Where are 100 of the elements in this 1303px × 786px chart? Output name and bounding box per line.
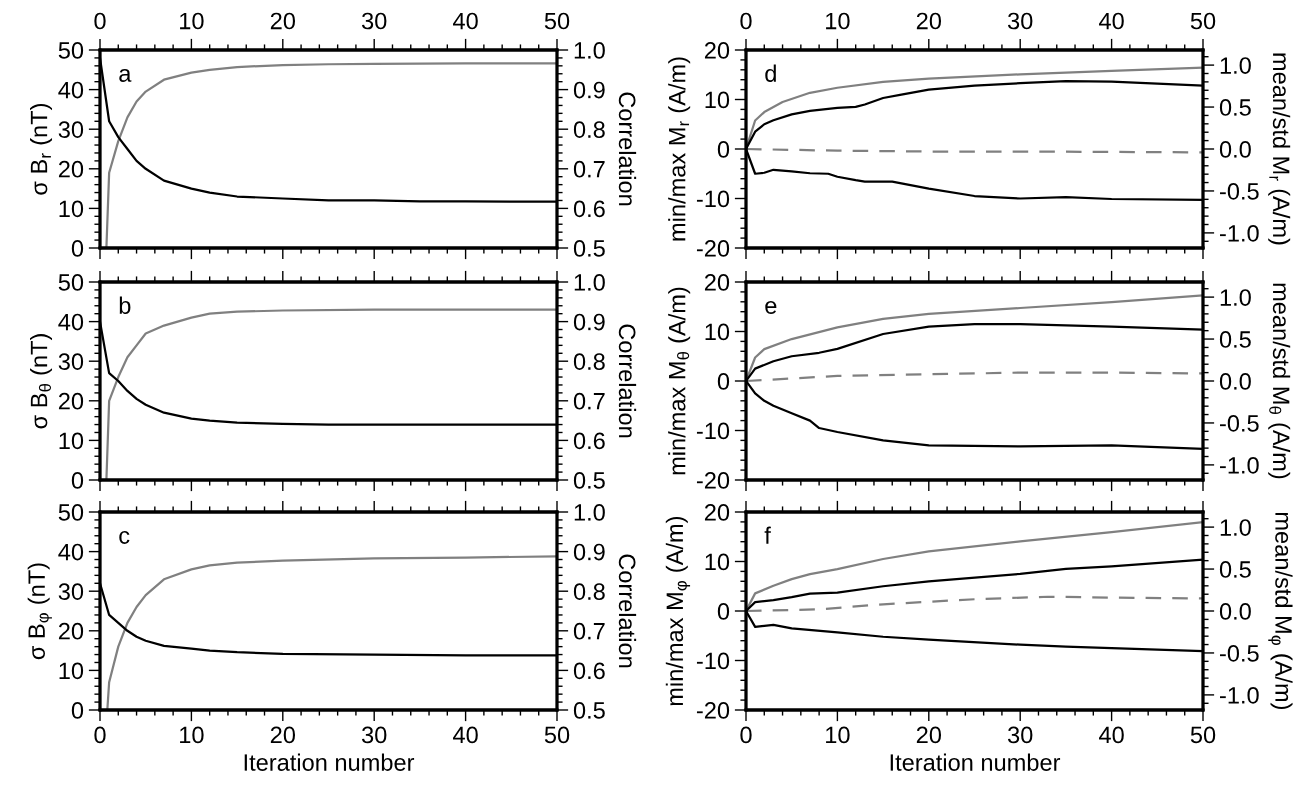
y-tick-label: 20: [704, 274, 730, 291]
x-tick-label: 20: [916, 726, 942, 744]
y2-tick-label: -0.5: [1220, 415, 1259, 432]
y2-tick-label: 1.0: [574, 42, 605, 59]
x-tick-label: 40: [1099, 12, 1124, 30]
y-tick-label: 50: [58, 504, 84, 521]
y-tick-label: 0: [71, 240, 84, 257]
y2-tick-label: 1.0: [1220, 289, 1251, 306]
y2-tick-label: -1.0: [1220, 686, 1259, 704]
y-tick-label: -10: [696, 422, 730, 440]
y2-tick-label: 1.0: [574, 504, 605, 521]
y-tick-label: 0: [717, 141, 730, 158]
y2-axis-title: Correlation: [618, 554, 637, 668]
x-tick-label: 50: [544, 12, 570, 30]
x-tick-label: 0: [740, 12, 752, 30]
y-tick-label: -10: [696, 652, 730, 670]
y2-tick-label: 0.5: [573, 702, 605, 719]
y2-tick-label: 0.0: [1219, 141, 1251, 158]
y2-tick-label: -0.5: [1220, 645, 1259, 662]
y-tick-label: -20: [696, 472, 730, 489]
y-axis-title: σ B$_{r}$ (nT): [30, 104, 53, 195]
y-axis-title: min/max M$_{r}$ (A/m): [668, 57, 691, 241]
y2-tick-label: 0.8: [573, 583, 605, 600]
annotation: b: [119, 296, 131, 314]
y-tick-label: 30: [58, 583, 84, 600]
y-tick-label: 0: [71, 472, 84, 489]
x-tick-label: 10: [826, 12, 850, 30]
y2-tick-label: -1.0: [1220, 224, 1259, 242]
x-tick-label: 30: [361, 726, 387, 744]
y2-axis-title: mean/std M$_{r}$ (A/m): [1268, 53, 1291, 245]
annotation: c: [119, 530, 130, 544]
x-tick-label: 0: [94, 726, 106, 744]
x-axis-title: Iteration number: [890, 753, 1061, 771]
x-tick-label: 40: [453, 12, 478, 30]
y-tick-label: 10: [705, 553, 730, 571]
y2-tick-label: 0.6: [573, 200, 605, 218]
y2-tick-label: 0.5: [1219, 331, 1251, 348]
x-tick-label: 0: [740, 726, 752, 744]
y-tick-label: 20: [58, 622, 84, 640]
y2-tick-label: 0.6: [573, 662, 605, 680]
x-tick-label: 20: [270, 12, 296, 30]
y2-tick-label: 1.0: [574, 274, 605, 291]
y2-tick-label: 0.5: [573, 240, 605, 257]
y2-tick-label: 1.0: [1220, 519, 1251, 536]
y2-tick-label: 1.0: [1220, 57, 1251, 74]
y-tick-label: 0: [717, 603, 730, 620]
y2-tick-label: 0.0: [1219, 603, 1251, 620]
annotation: d: [765, 64, 776, 82]
y-tick-label: 40: [58, 81, 84, 99]
y-axis-title: σ B$_{φ}$ (nT): [27, 563, 52, 660]
x-tick-label: 30: [361, 12, 387, 30]
y2-tick-label: 0.8: [573, 353, 605, 370]
y2-tick-label: 0.9: [573, 543, 605, 561]
y-tick-label: 0: [717, 373, 730, 390]
x-tick-label: 20: [916, 12, 942, 30]
y-tick-label: 50: [58, 274, 84, 291]
x-tick-label: 50: [544, 726, 570, 744]
annotation: a: [119, 68, 132, 82]
y-tick-label: 10: [59, 662, 84, 680]
x-tick-label: 10: [180, 726, 204, 744]
x-tick-label: 0: [94, 12, 106, 30]
x-tick-label: 50: [1190, 12, 1216, 30]
x-tick-label: 20: [270, 726, 296, 744]
y-tick-label: 20: [704, 42, 730, 59]
y2-tick-label: 0.0: [1219, 373, 1251, 390]
x-tick-label: 40: [453, 726, 478, 744]
y2-tick-label: 0.9: [573, 81, 605, 99]
y-axis-title: min/max M$_{θ}$ (A/m): [668, 287, 691, 475]
y2-axis-title: Correlation: [618, 324, 637, 438]
y2-tick-label: 0.7: [573, 160, 605, 178]
y-tick-label: 40: [58, 543, 84, 561]
annotation: f: [764, 526, 771, 544]
y2-tick-label: 0.5: [1219, 99, 1251, 116]
y-axis-title: σ B$_{θ}$ (nT): [30, 334, 53, 429]
y-tick-label: -10: [696, 190, 730, 208]
x-tick-label: 30: [1007, 12, 1033, 30]
y2-tick-label: 0.8: [573, 121, 605, 138]
y-tick-label: 40: [58, 313, 84, 331]
y-tick-label: 20: [58, 392, 84, 410]
x-tick-label: 40: [1099, 726, 1124, 744]
y-tick-label: 10: [59, 432, 84, 450]
y-tick-label: 10: [705, 91, 730, 109]
y-tick-label: 0: [71, 702, 84, 719]
y2-tick-label: -0.5: [1220, 183, 1259, 200]
y2-tick-label: 0.5: [573, 472, 605, 489]
x-tick-label: 50: [1190, 726, 1216, 744]
y2-tick-label: 0.9: [573, 313, 605, 331]
y-tick-label: -20: [696, 702, 730, 719]
x-axis-title: Iteration number: [244, 753, 415, 771]
y-tick-label: 10: [59, 200, 84, 218]
y-tick-label: 10: [705, 323, 730, 341]
y2-tick-label: 0.5: [1219, 561, 1251, 578]
y-tick-label: 20: [58, 160, 84, 178]
y-tick-label: 30: [58, 353, 84, 370]
y2-tick-label: 0.7: [573, 392, 605, 410]
y-tick-label: -20: [696, 240, 730, 257]
y2-axis-title: mean/std M$_{θ}$ (A/m): [1268, 283, 1291, 479]
annotation: e: [765, 300, 777, 314]
y2-tick-label: 0.6: [573, 432, 605, 450]
y-tick-label: 20: [704, 504, 730, 521]
